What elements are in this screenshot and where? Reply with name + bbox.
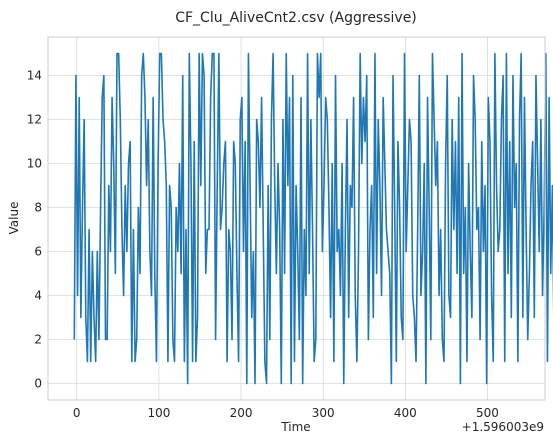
x-axis-ticks: 0 100 200 300 400 500 [73, 406, 499, 420]
y-tick-label: 10 [27, 157, 42, 171]
x-tick-label: 500 [476, 406, 499, 420]
y-tick-label: 4 [34, 289, 42, 303]
x-tick-label: 0 [73, 406, 81, 420]
x-tick-label: 400 [394, 406, 417, 420]
x-tick-label: 300 [312, 406, 335, 420]
series-layer [73, 52, 553, 385]
chart-title: CF_Clu_AliveCnt2.csv (Aggressive) [175, 10, 417, 26]
axes-frame [47, 36, 546, 401]
y-tick-label: 2 [34, 333, 42, 347]
series-line [73, 52, 553, 385]
y-axis-label: Value [7, 202, 21, 235]
y-axis-ticks: 0 2 4 6 8 10 12 14 [27, 69, 42, 391]
y-tick-label: 8 [34, 201, 42, 215]
x-tick-label: 200 [230, 406, 253, 420]
x-axis-label: Time [280, 420, 310, 434]
y-tick-label: 12 [27, 113, 42, 127]
x-tick-label: 100 [147, 406, 170, 420]
plot-frame [47, 36, 546, 401]
y-tick-label: 6 [34, 245, 42, 259]
y-tick-label: 0 [34, 377, 42, 391]
y-tick-label: 14 [27, 69, 42, 83]
x-axis-offset-label: +1.596003e9 [462, 420, 544, 434]
